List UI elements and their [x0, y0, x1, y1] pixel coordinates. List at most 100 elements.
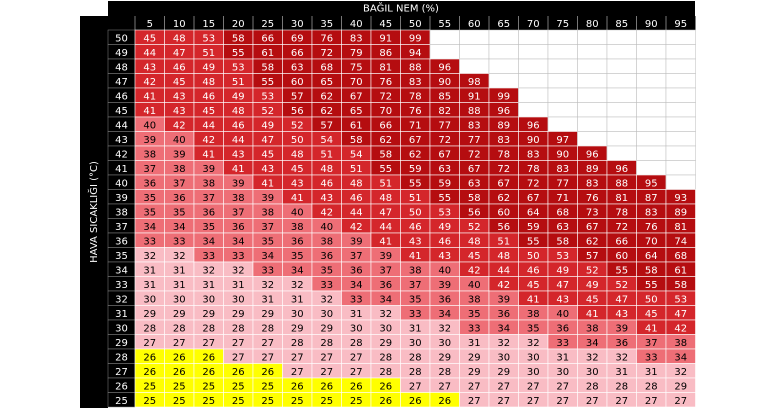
cell-value: 40	[438, 265, 451, 276]
cell-value: 32	[143, 251, 156, 262]
cell-value: 32	[291, 280, 304, 291]
cell-value: 26	[202, 367, 215, 378]
cell-value: 27	[497, 396, 510, 407]
cell-value: 29	[379, 338, 392, 349]
cell-value: 36	[143, 178, 156, 189]
cell-value: 41	[586, 309, 599, 320]
cell-value: 96	[586, 149, 599, 160]
cell-value: 47	[379, 207, 392, 218]
cell-value: 30	[320, 309, 333, 320]
cell-value: 78	[497, 149, 510, 160]
cell-value: 49	[586, 280, 599, 291]
empty-cell	[429, 29, 460, 45]
empty-cell	[577, 116, 608, 132]
cell-value: 77	[468, 135, 481, 146]
row-header: 44	[115, 120, 128, 131]
cell-value: 61	[350, 120, 363, 131]
cell-value: 63	[556, 222, 569, 233]
empty-cell	[518, 87, 549, 103]
cell-value: 39	[379, 251, 392, 262]
cell-value: 32	[173, 251, 186, 262]
cell-value: 81	[674, 222, 687, 233]
cell-value: 88	[468, 106, 481, 117]
empty-cell	[459, 44, 490, 60]
cell-value: 99	[409, 33, 422, 44]
cell-value: 49	[261, 120, 274, 131]
cell-value: 53	[556, 251, 569, 262]
cell-value: 30	[438, 338, 451, 349]
cell-value: 27	[143, 338, 156, 349]
cell-value: 28	[261, 323, 274, 334]
cell-value: 93	[674, 193, 687, 204]
cell-value: 27	[645, 396, 658, 407]
row-header: 32	[115, 294, 128, 305]
empty-cell	[606, 44, 637, 60]
empty-cell	[606, 102, 637, 118]
cell-value: 55	[438, 193, 451, 204]
cell-value: 57	[320, 120, 333, 131]
column-header: 95	[674, 19, 687, 30]
cell-value: 61	[261, 48, 274, 59]
cell-value: 30	[350, 323, 363, 334]
cell-value: 70	[645, 236, 658, 247]
empty-cell	[606, 116, 637, 132]
cell-value: 27	[291, 367, 304, 378]
cell-value: 48	[291, 149, 304, 160]
cell-value: 45	[173, 77, 186, 88]
cell-value: 37	[173, 178, 186, 189]
cell-value: 26	[232, 367, 245, 378]
column-header: 85	[615, 19, 628, 30]
cell-value: 25	[202, 396, 215, 407]
cell-value: 27	[232, 352, 245, 363]
cell-value: 35	[409, 294, 422, 305]
cell-value: 51	[232, 77, 245, 88]
cell-value: 32	[232, 265, 245, 276]
cell-value: 73	[586, 207, 599, 218]
cell-value: 57	[586, 251, 599, 262]
cell-value: 40	[320, 222, 333, 233]
empty-cell	[577, 44, 608, 60]
cell-value: 99	[497, 91, 510, 102]
cell-value: 88	[615, 178, 628, 189]
column-header: 10	[173, 19, 186, 30]
cell-value: 37	[409, 280, 422, 291]
empty-cell	[665, 160, 696, 176]
cell-value: 72	[527, 178, 540, 189]
cell-value: 27	[261, 338, 274, 349]
cell-value: 96	[527, 120, 540, 131]
empty-cell	[577, 58, 608, 74]
cell-value: 36	[497, 309, 510, 320]
cell-value: 32	[261, 280, 274, 291]
cell-value: 51	[202, 48, 215, 59]
cell-value: 39	[202, 164, 215, 175]
empty-cell	[665, 102, 696, 118]
cell-value: 53	[674, 294, 687, 305]
cell-value: 42	[674, 323, 687, 334]
cell-value: 66	[615, 236, 628, 247]
cell-value: 96	[497, 106, 510, 117]
cell-value: 69	[291, 33, 304, 44]
cell-value: 48	[232, 106, 245, 117]
column-header: 80	[586, 19, 599, 30]
cell-value: 58	[261, 62, 274, 73]
cell-value: 28	[320, 338, 333, 349]
cell-value: 30	[586, 367, 599, 378]
cell-value: 78	[527, 164, 540, 175]
cell	[665, 392, 696, 408]
cell-value: 35	[261, 236, 274, 247]
row-header: 33	[115, 280, 128, 291]
cell-value: 50	[291, 135, 304, 146]
cell-value: 26	[409, 396, 422, 407]
column-header: 35	[320, 19, 333, 30]
cell-value: 67	[468, 164, 481, 175]
cell-value: 41	[645, 323, 658, 334]
cell-value: 45	[645, 309, 658, 320]
cell-value: 32	[320, 294, 333, 305]
cell-value: 51	[320, 149, 333, 160]
row-header: 29	[115, 338, 128, 349]
cell-value: 32	[674, 367, 687, 378]
cell-value: 46	[409, 222, 422, 233]
cell-value: 31	[143, 265, 156, 276]
cell-value: 58	[232, 33, 245, 44]
empty-cell	[636, 58, 667, 74]
